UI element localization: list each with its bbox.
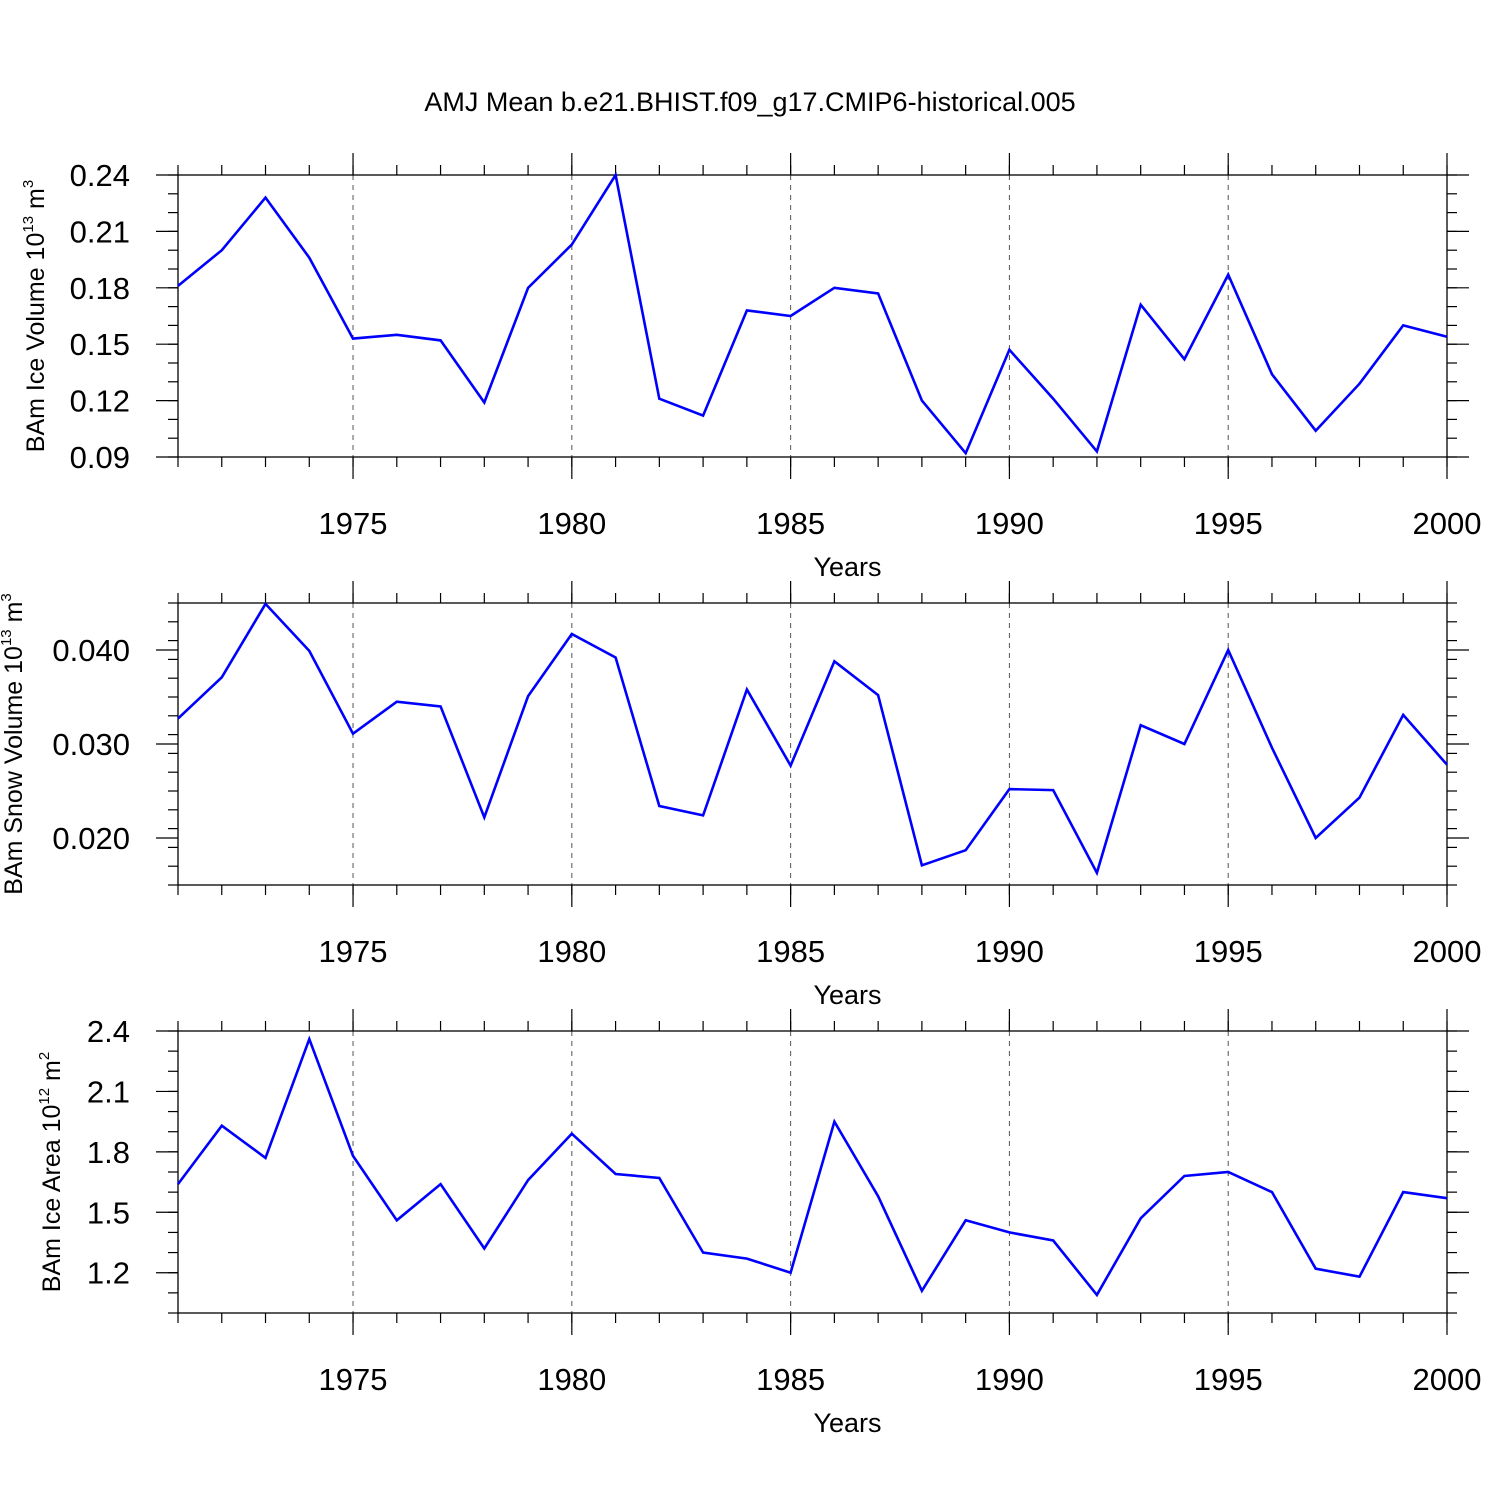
y-tick-label: 2.1	[87, 1074, 130, 1109]
y-tick-label: 0.030	[52, 727, 130, 762]
y-axis-label: BAm Ice Area 1012 m2	[36, 1052, 66, 1292]
x-tick-label: 1975	[319, 506, 388, 541]
y-tick-label: 1.2	[87, 1256, 130, 1291]
panel-3: 1975 1980 1985 1990 1995 2000 Years 1.2 1.5 1.8 2.…	[36, 1009, 1481, 1438]
series-line	[177, 601, 1448, 877]
x-tick-label: 1985	[756, 506, 825, 541]
panel-1: 1975 1980 1985 1990 1995 2000 Years 0.09 0.12 0.1…	[20, 153, 1481, 582]
y-tick-label: 0.020	[52, 821, 130, 856]
x-tick-label: 1990	[975, 506, 1044, 541]
y-tick-label: 1.8	[87, 1135, 130, 1170]
x-tick-label: 1985	[756, 934, 825, 969]
panels: 1975 1980 1985 1990 1995 2000 Years 0.09 0.12 0.1…	[0, 153, 1481, 1438]
y-tick-label: 0.12	[70, 384, 130, 419]
x-tick-label: 1980	[537, 1362, 606, 1397]
y-tick-label: 2.4	[87, 1014, 130, 1049]
x-tick-label: 1985	[756, 1362, 825, 1397]
y-tick-label: 0.15	[70, 327, 130, 362]
x-tick-label: 1975	[319, 934, 388, 969]
x-tick-label: 1980	[537, 506, 606, 541]
series-line	[177, 171, 1448, 456]
y-axis-label: BAm Snow Volume 1013 m3	[0, 593, 28, 895]
x-axis-label: Years	[813, 552, 881, 582]
x-tick-label: 1995	[1194, 1362, 1263, 1397]
series-line	[176, 1035, 1448, 1298]
panel-2: 1975 1980 1985 1990 1995 2000 Years 0.020 0.030 0…	[0, 581, 1481, 1010]
y-tick-label: 0.040	[52, 633, 130, 668]
x-tick-label: 1995	[1194, 506, 1263, 541]
x-tick-label: 1980	[537, 934, 606, 969]
y-tick-label: 0.21	[70, 214, 130, 249]
plot-frame	[177, 174, 1448, 458]
y-tick-label: 0.18	[70, 271, 130, 306]
x-tick-label: 2000	[1413, 506, 1482, 541]
x-axis-label: Years	[813, 980, 881, 1010]
y-axis-label: BAm Ice Volume 1013 m3	[20, 180, 50, 452]
x-axis-label: Years	[813, 1408, 881, 1438]
x-tick-label: 2000	[1413, 1362, 1482, 1397]
plot-frame	[177, 1030, 1448, 1314]
y-tick-label: 0.09	[70, 440, 130, 475]
chart-title: AMJ Mean b.e21.BHIST.f09_g17.CMIP6-histo…	[424, 87, 1075, 117]
x-tick-label: 1975	[319, 1362, 388, 1397]
plot-frame	[177, 602, 1448, 886]
y-tick-label: 1.5	[87, 1195, 130, 1230]
x-tick-label: 1990	[975, 1362, 1044, 1397]
x-tick-label: 2000	[1413, 934, 1482, 969]
y-tick-label: 0.24	[70, 158, 130, 193]
x-tick-label: 1995	[1194, 934, 1263, 969]
x-tick-label: 1990	[975, 934, 1044, 969]
